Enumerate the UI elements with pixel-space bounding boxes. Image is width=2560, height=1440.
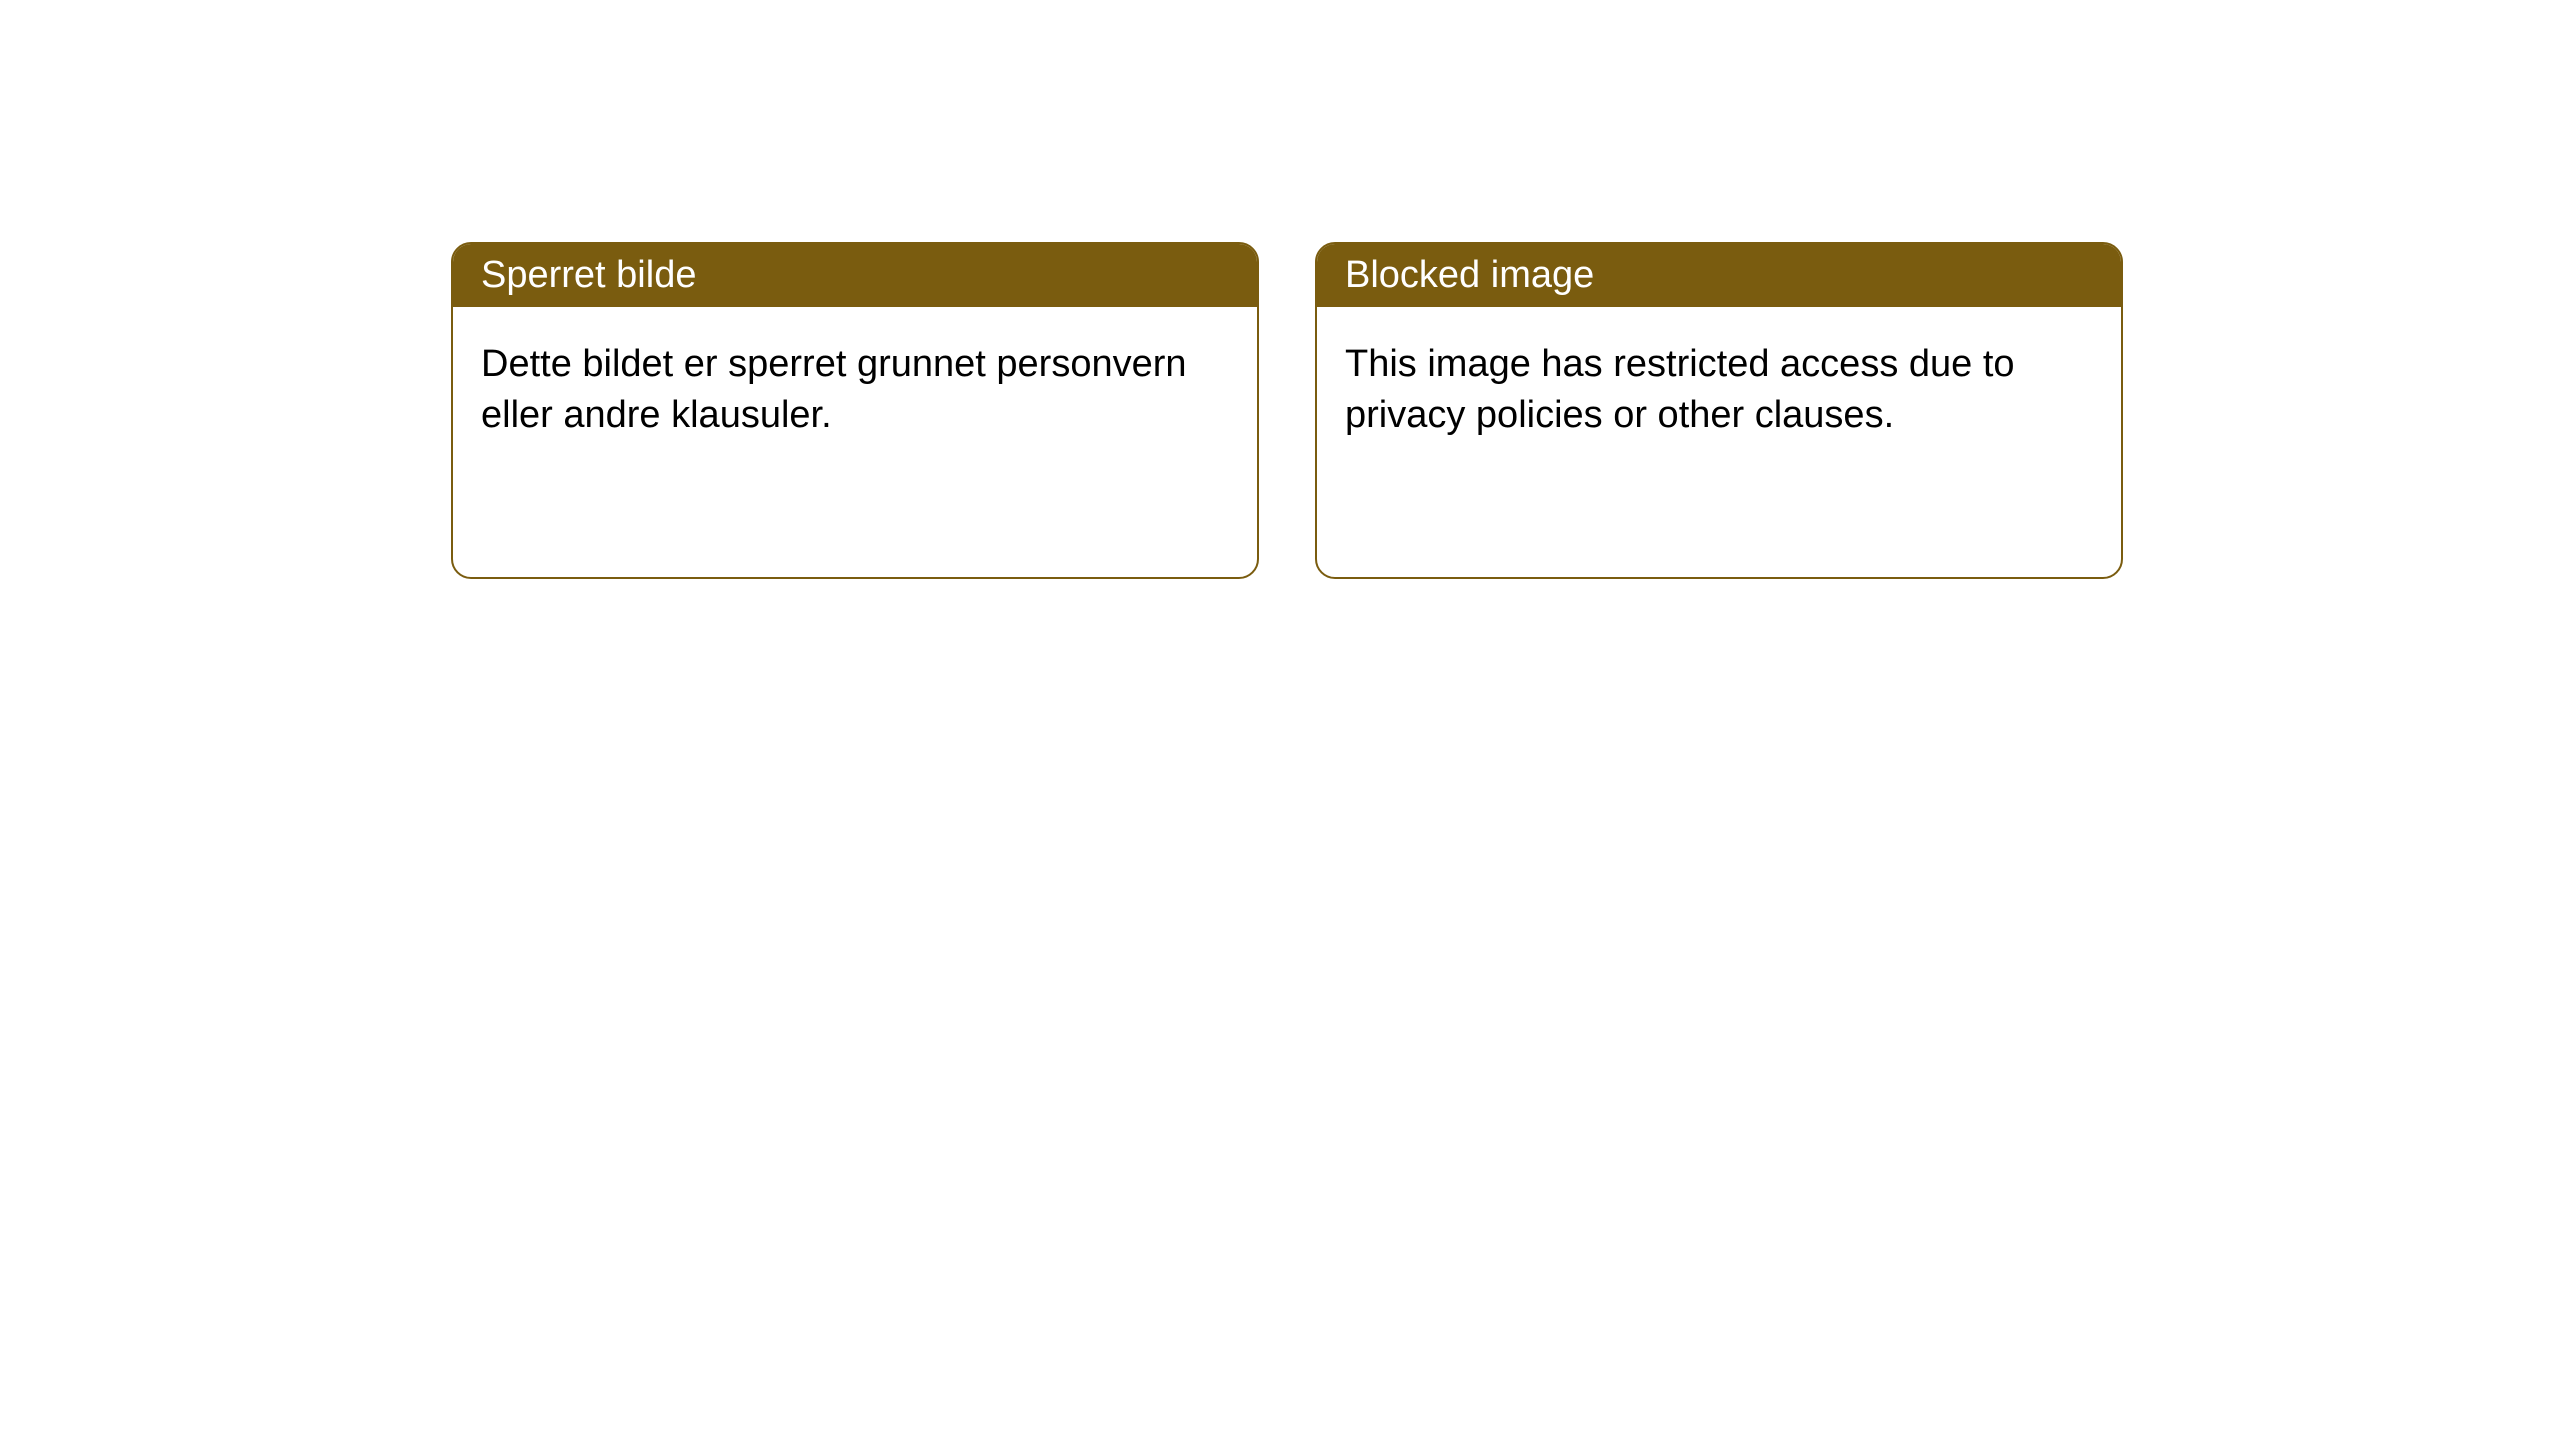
card-title: Blocked image xyxy=(1345,254,1594,296)
card-header: Blocked image xyxy=(1317,244,2121,307)
notice-card-norwegian: Sperret bilde Dette bildet er sperret gr… xyxy=(451,242,1259,579)
card-body-text: Dette bildet er sperret grunnet personve… xyxy=(481,343,1187,436)
card-body: This image has restricted access due to … xyxy=(1317,307,2121,474)
card-body: Dette bildet er sperret grunnet personve… xyxy=(453,307,1257,474)
notice-card-english: Blocked image This image has restricted … xyxy=(1315,242,2123,579)
card-title: Sperret bilde xyxy=(481,254,696,296)
card-header: Sperret bilde xyxy=(453,244,1257,307)
card-body-text: This image has restricted access due to … xyxy=(1345,343,2015,436)
notice-cards-container: Sperret bilde Dette bildet er sperret gr… xyxy=(0,0,2560,579)
